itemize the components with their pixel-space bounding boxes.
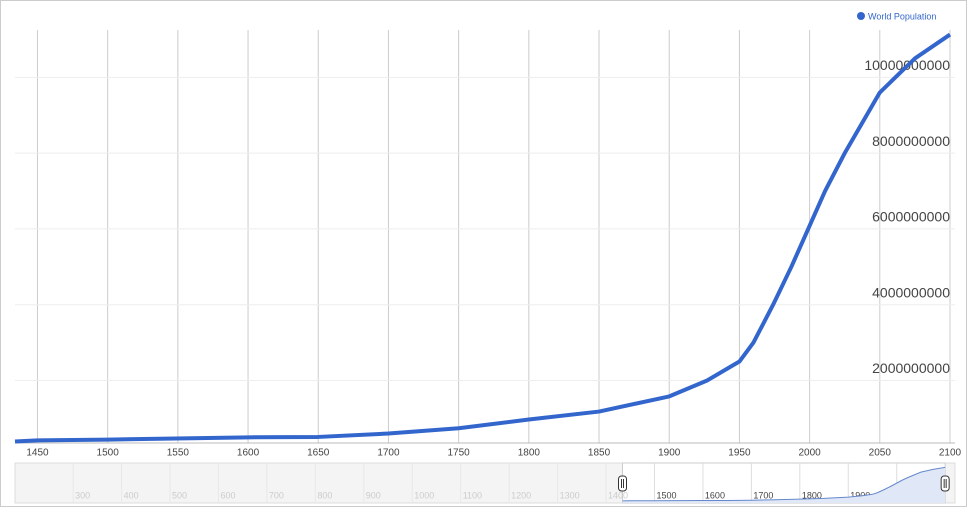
navigator-tick-label: 600 (220, 490, 235, 500)
chart-frame (0, 0, 967, 507)
y-tick-label: 2000000000 (872, 360, 950, 376)
x-tick-label: 1850 (588, 448, 611, 459)
y-tick-label: 8000000000 (872, 133, 950, 149)
navigator-tick-label: 900 (366, 490, 381, 500)
x-tick-label: 1800 (518, 448, 541, 459)
x-tick-label: 2100 (939, 448, 962, 459)
navigator-tick-label: 300 (75, 490, 90, 500)
navigator-handle[interactable] (618, 475, 628, 492)
navigator-tick-label: 1500 (656, 490, 676, 500)
x-tick-label: 1750 (448, 448, 471, 459)
x-tick-label: 1550 (167, 448, 190, 459)
navigator-handle[interactable] (940, 475, 950, 492)
x-tick-label: 1600 (237, 448, 260, 459)
y-tick-label: 6000000000 (872, 209, 950, 225)
navigator-tick-label: 400 (124, 490, 139, 500)
x-tick-label: 2050 (869, 448, 892, 459)
x-tick-label: 2000 (798, 448, 821, 459)
legend-label: World Population (868, 11, 936, 21)
navigator-tick-label: 1000 (414, 490, 434, 500)
navigator-tick-label: 1800 (802, 490, 822, 500)
x-tick-label: 1650 (307, 448, 330, 459)
navigator-tick-label: 1400 (608, 490, 628, 500)
navigator-tick-label: 700 (269, 490, 284, 500)
x-tick-label: 1950 (728, 448, 751, 459)
x-tick-label: 1500 (97, 448, 120, 459)
navigator-tick-label: 1100 (463, 490, 482, 500)
navigator-line (622, 466, 946, 502)
navigator-area (622, 467, 946, 503)
navigator-tick-label: 500 (172, 490, 187, 500)
x-tick-label: 1900 (658, 448, 681, 459)
navigator-tick-label: 1300 (560, 490, 580, 500)
navigator-tick-label: 1900 (850, 490, 870, 500)
navigator-tick-label: 1200 (511, 490, 531, 500)
navigator-tick-label: 800 (317, 490, 332, 500)
navigator-tick-label: 1700 (753, 490, 773, 500)
x-tick-label: 1700 (377, 448, 400, 459)
y-tick-label: 4000000000 (872, 284, 950, 300)
data-line (14, 32, 952, 444)
legend-marker (857, 12, 865, 20)
navigator-tick-label: 1600 (705, 490, 725, 500)
x-tick-label: 1450 (26, 448, 49, 459)
